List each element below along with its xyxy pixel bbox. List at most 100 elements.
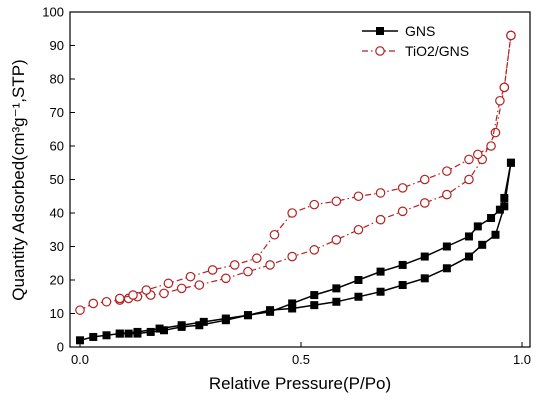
gns-desorption-point	[199, 317, 208, 326]
series-layer	[75, 30, 516, 345]
tio2gns-adsorption-point	[464, 174, 474, 185]
gns-desorption-point	[177, 321, 186, 330]
y-tick-label: 80	[50, 72, 64, 87]
y-tick-label: 90	[50, 38, 64, 53]
tio2gns-desorption-point	[229, 260, 240, 270]
tio2gns-adsorption-point	[265, 260, 275, 270]
gns-adsorption-point	[500, 202, 509, 211]
legend: GNS TiO2/GNS	[362, 23, 469, 59]
gns-adsorption-point	[76, 336, 84, 345]
tio2gns-desorption-point	[163, 278, 174, 289]
tio2gns-adsorption-point	[194, 280, 205, 290]
tio2gns-adsorption-point	[221, 273, 231, 284]
y-tick-label: 50	[50, 172, 64, 187]
tio2gns-adsorption-point	[353, 224, 364, 235]
tio2gns-adsorption-point	[331, 235, 342, 245]
legend-tio2gns-marker	[375, 46, 385, 56]
gns-desorption-point	[155, 324, 164, 333]
gns-adsorption-point	[195, 321, 204, 330]
tio2gns-desorption-point	[309, 199, 320, 210]
y-tick-label: 10	[50, 306, 64, 321]
tio2gns-adsorption-point	[243, 266, 253, 277]
gns-desorption-point	[473, 222, 482, 231]
y-tick-label: 100	[42, 5, 64, 20]
y-axis-title: Quantity Adsorbed(cm³g⁻¹,STP)	[9, 59, 28, 300]
gns-adsorption-point	[491, 230, 500, 239]
tio2gns-adsorption-point	[375, 214, 386, 225]
gns-adsorption-point	[102, 331, 111, 340]
gns-desorption-point	[506, 158, 515, 167]
tio2gns-desorption-point	[269, 229, 280, 240]
gns-desorption-point	[464, 232, 473, 241]
y-tick-label: 40	[50, 206, 64, 221]
tio2gns-desorption-point	[141, 285, 152, 295]
gns-adsorption-point	[398, 281, 407, 290]
gns-desorption-point	[243, 311, 252, 320]
tio2gns-desorption-point	[442, 166, 452, 176]
tio2gns-adsorption-point	[309, 245, 320, 255]
gns-desorption-line	[119, 162, 512, 335]
gns-desorption-point	[221, 314, 230, 323]
gns-adsorption-point	[159, 326, 168, 335]
gns-desorption-point	[332, 284, 341, 293]
tio2gns-desorption-line	[119, 35, 512, 299]
legend-gns-marker	[376, 27, 384, 35]
tio2gns-adsorption-point	[176, 283, 187, 294]
tio2gns-desorption-point	[207, 265, 218, 275]
tio2gns-desorption-point	[472, 149, 483, 160]
tio2gns-adsorption-point	[397, 206, 408, 217]
gns-desorption-point	[376, 267, 385, 276]
gns-adsorption-point	[464, 252, 473, 261]
tio2gns-desorption-point	[397, 183, 408, 193]
tio2gns-desorption-point	[464, 154, 474, 165]
tio2gns-adsorption-point	[419, 198, 430, 208]
x-axis-title: Relative Pressure(P/Po)	[209, 374, 391, 393]
x-tick-label: 1.0	[513, 352, 531, 367]
gns-desorption-point	[495, 205, 504, 214]
y-tick-label: 70	[50, 105, 64, 120]
gns-desorption-point	[500, 193, 509, 202]
tio2gns-adsorption-point	[101, 296, 112, 307]
gns-desorption-point	[354, 276, 363, 284]
tio2gns-desorption-point	[128, 290, 138, 300]
tio2gns-desorption-point	[486, 141, 496, 151]
y-tick-label: 0	[57, 340, 64, 355]
tio2gns-desorption-point	[251, 253, 262, 264]
tio2gns-desorption-point	[114, 293, 125, 304]
gns-desorption-point	[398, 260, 407, 269]
gns-desorption-point	[310, 291, 319, 300]
gns-desorption-point	[115, 329, 124, 338]
tio2gns-desorption-point	[506, 30, 516, 41]
gns-adsorption-point	[420, 274, 429, 283]
tio2gns-adsorption-point	[159, 288, 169, 299]
x-tick-label: 0.0	[71, 352, 89, 367]
gns-desorption-point	[133, 327, 142, 336]
gns-adsorption-point	[376, 287, 385, 296]
gns-adsorption-point	[288, 304, 297, 313]
tio2gns-desorption-point	[419, 174, 430, 185]
tio2gns-desorption-point	[287, 208, 297, 218]
gns-adsorption-point	[354, 292, 363, 301]
tio2gns-adsorption-point	[287, 251, 297, 262]
gns-adsorption-point	[478, 240, 487, 249]
y-tick-label: 30	[50, 239, 64, 254]
tio2gns-desorption-point	[353, 191, 364, 202]
tio2gns-desorption-point	[375, 188, 386, 198]
gns-adsorption-line	[79, 162, 512, 342]
legend-tio2gns-label: TiO2/GNS	[405, 43, 469, 59]
gns-desorption-point	[442, 242, 451, 251]
gns-adsorption-point	[442, 264, 451, 273]
tio2gns-desorption-point	[499, 82, 510, 93]
tio2gns-desorption-point	[185, 271, 196, 282]
x-tick-label: 0.5	[292, 352, 310, 367]
tio2gns-adsorption-point	[442, 189, 452, 200]
tio2gns-adsorption-point	[490, 127, 501, 138]
gns-adsorption-point	[332, 297, 341, 306]
y-tick-label: 20	[50, 273, 64, 288]
gns-desorption-point	[266, 307, 275, 316]
y-tick-label: 60	[50, 139, 64, 154]
tio2gns-adsorption-point	[88, 298, 99, 309]
tio2gns-desorption-point	[331, 196, 342, 207]
tio2gns-adsorption-point	[75, 305, 85, 315]
